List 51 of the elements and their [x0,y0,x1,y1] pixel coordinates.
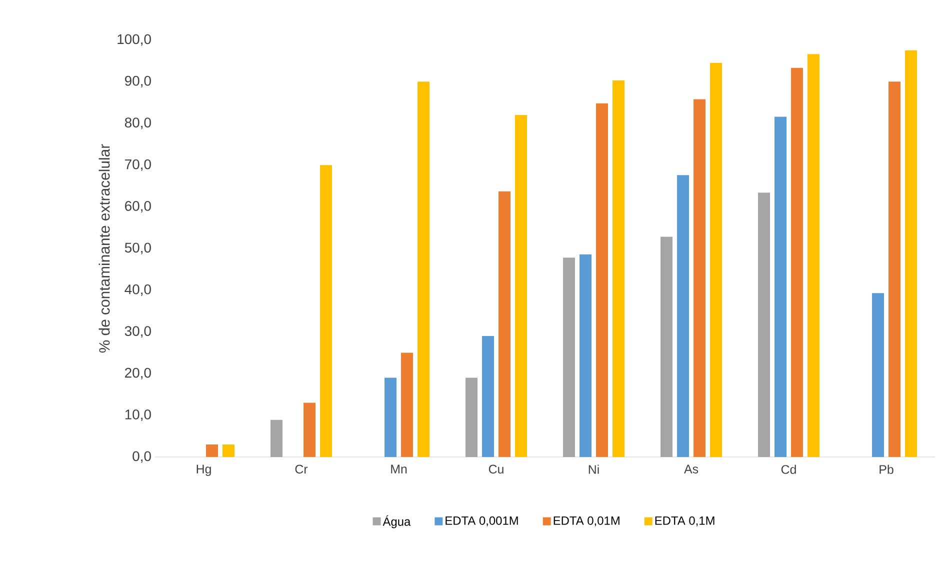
y-tick-label: 70,0 [125,159,151,171]
bar [710,62,722,457]
y-tick-label: 10,0 [125,410,151,422]
bar [677,175,690,457]
bar [758,192,770,457]
bar [515,115,528,457]
bar [270,420,283,457]
y-tick-label: 0,0 [132,451,151,463]
bar [660,236,673,457]
y-tick-label: 30,0 [124,326,151,338]
bar [694,99,706,457]
y-tick-label: 90,0 [125,76,151,88]
legend-label: EDTA 0,01M [554,516,620,526]
bar [466,378,478,457]
y-tick-label: 50,0 [124,242,151,254]
bar [482,336,494,457]
x-tick-label: Pb [880,464,894,474]
x-tick-label: Cr [295,464,308,474]
x-tick-label: As [684,464,698,474]
bar [888,82,901,457]
bar [222,444,235,457]
y-tick-label: 20,0 [125,368,151,380]
bar [418,82,430,457]
bar [206,444,218,457]
x-tick-label: Cu [488,464,504,474]
y-tick-label: 60,0 [125,201,151,213]
bar [905,50,918,457]
x-tick-label: Mn [391,464,407,474]
bar [596,103,608,457]
y-tick-label: 80,0 [124,118,151,130]
bar [384,378,397,457]
legend-label: Água [382,515,411,528]
bar [304,402,316,457]
bar [563,258,576,457]
y-tick-label: 40,0 [124,284,151,296]
y-tick-label: 100,0 [118,34,151,46]
bar [580,254,592,457]
bar [320,165,332,457]
bar [774,116,787,457]
bar [808,54,820,457]
legend-label: EDTA 0,001M [446,516,518,526]
bar [612,80,625,457]
y-axis-title: % de contaminante extracelular [98,144,110,353]
bar [401,352,414,457]
x-tick-label: Hg [196,464,211,476]
bar [791,68,804,457]
bar [498,191,511,457]
x-tick-label: Cd [781,464,796,474]
bar [872,293,884,457]
legend-label: EDTA 0,1M [655,516,714,526]
x-tick-label: Ni [588,464,599,474]
